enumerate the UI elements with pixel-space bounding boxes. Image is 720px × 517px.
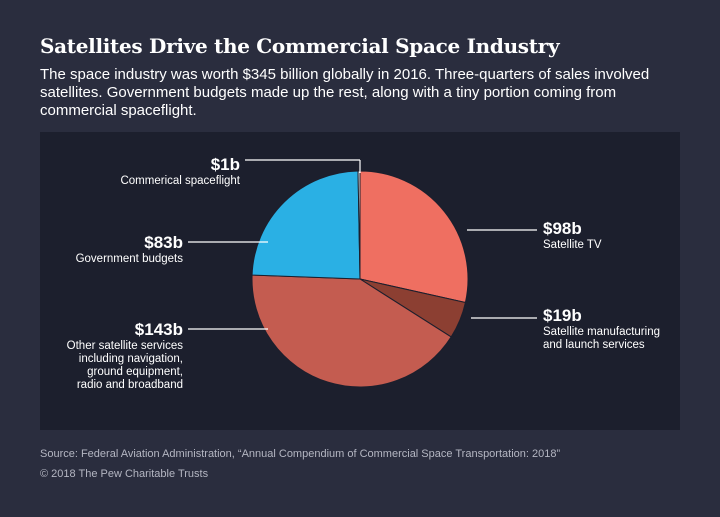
label-government-desc: Government budgets: [75, 253, 183, 265]
slice-government: [251, 170, 361, 280]
slice-satellite-tv: [359, 170, 469, 304]
label-spaceflight-value: $1b: [210, 155, 240, 174]
label-other-services: $143b Other satellite services including…: [67, 320, 183, 392]
label-other-services-desc-4: radio and broadband: [76, 379, 183, 391]
slice-other-services: [251, 274, 452, 388]
label-other-services-desc-1: Other satellite services: [66, 340, 183, 352]
label-manufacturing-desc-1: Satellite manufacturing: [543, 326, 660, 338]
label-satellite-tv: $98b Satellite TV: [543, 219, 602, 252]
label-manufacturing-desc-2: and launch services: [543, 339, 645, 351]
pie-chart: [188, 159, 537, 388]
label-government: $83b Government budgets: [76, 233, 183, 266]
label-other-services-value: $143b: [134, 320, 183, 339]
label-manufacturing-value: $19b: [543, 306, 582, 325]
label-satellite-tv-value: $98b: [543, 219, 582, 238]
label-other-services-desc-2: including navigation,: [78, 353, 183, 365]
chart-title: Satellites Drive the Commercial Space In…: [40, 34, 560, 58]
chart-subtitle: The space industry was worth $345 billio…: [40, 66, 650, 119]
chart-panel: $1b Commerical spaceflight $83b Governme…: [40, 132, 680, 430]
label-manufacturing: $19b Satellite manufacturing and launch …: [543, 306, 660, 352]
label-other-services-desc-3: ground equipment,: [87, 366, 183, 378]
copyright-note: © 2018 The Pew Charitable Trusts: [40, 468, 209, 480]
label-government-value: $83b: [144, 233, 183, 252]
label-spaceflight-desc: Commerical spaceflight: [120, 175, 240, 187]
label-satellite-tv-desc: Satellite TV: [543, 239, 602, 251]
source-note: Source: Federal Aviation Administration,…: [40, 448, 561, 460]
label-spaceflight: $1b Commerical spaceflight: [120, 155, 240, 188]
